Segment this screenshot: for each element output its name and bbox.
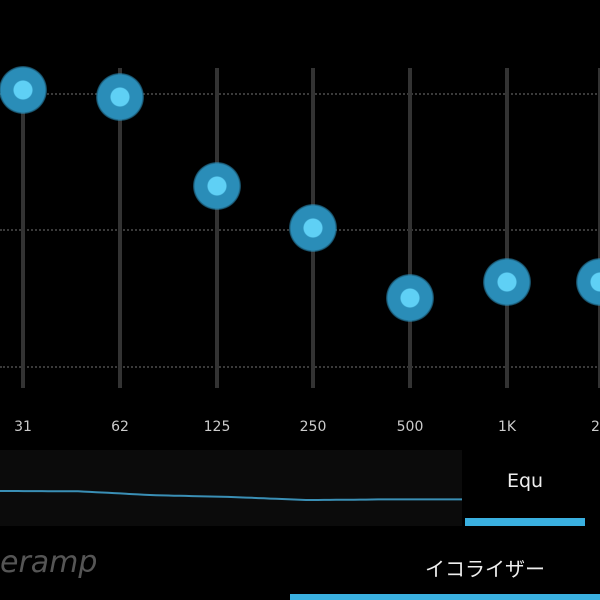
tab-selected-indicator — [465, 518, 585, 526]
brand-logo-text: eramp — [0, 545, 98, 580]
band-frequency-label: 1K — [497, 419, 517, 435]
band-frequency-label: 250 — [299, 419, 327, 435]
eq-curve-preview — [0, 450, 462, 526]
screen-title-tab[interactable]: イコライザー — [425, 557, 545, 581]
band-slider-track[interactable] — [21, 68, 25, 388]
band-slider-knob[interactable] — [96, 72, 144, 121]
band-slider-knob[interactable] — [386, 274, 434, 323]
band-slider-track[interactable] — [215, 68, 219, 388]
band-frequency-label: 2K — [590, 419, 600, 435]
band-slider-track[interactable] — [408, 68, 412, 388]
guide-line-top — [0, 93, 600, 95]
screen-tab-indicator — [290, 594, 600, 600]
tab-equ[interactable]: Equ — [506, 470, 544, 492]
band-slider-knob[interactable] — [576, 258, 600, 307]
eq-curve — [0, 490, 462, 501]
guide-line-bottom — [0, 366, 600, 368]
band-frequency-label: 500 — [396, 419, 424, 435]
band-slider-knob[interactable] — [193, 162, 241, 211]
band-slider-knob[interactable] — [0, 66, 47, 115]
band-frequency-label: 31 — [14, 419, 32, 435]
band-slider-track[interactable] — [505, 68, 509, 388]
band-slider-track[interactable] — [598, 68, 600, 388]
band-slider-knob[interactable] — [289, 204, 337, 252]
band-slider-track[interactable] — [118, 68, 122, 388]
band-frequency-label: 125 — [203, 419, 231, 435]
band-frequency-label: 62 — [111, 419, 129, 435]
band-slider-knob[interactable] — [483, 258, 531, 307]
